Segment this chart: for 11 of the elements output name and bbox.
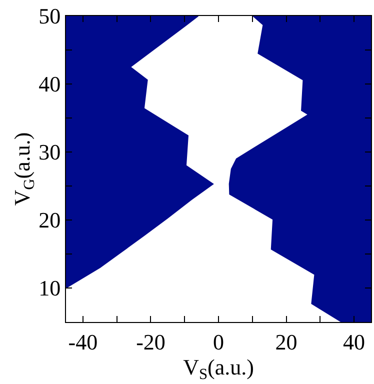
x-tick-label: -20 bbox=[136, 329, 166, 354]
y-tick-label: 10 bbox=[38, 276, 61, 301]
x-tick-label: 20 bbox=[275, 329, 298, 354]
y-tick-label: 50 bbox=[38, 4, 61, 29]
y-tick-label: 40 bbox=[38, 72, 61, 97]
x-axis-title: V$_{S}$(a.u.) bbox=[183, 354, 254, 384]
x-tick-label: 40 bbox=[343, 329, 366, 354]
x-tick-label: 0 bbox=[213, 329, 224, 354]
y-tick-label: 30 bbox=[38, 140, 61, 165]
x-tick-label: -40 bbox=[68, 329, 98, 354]
y-tick-label: 20 bbox=[38, 208, 61, 233]
